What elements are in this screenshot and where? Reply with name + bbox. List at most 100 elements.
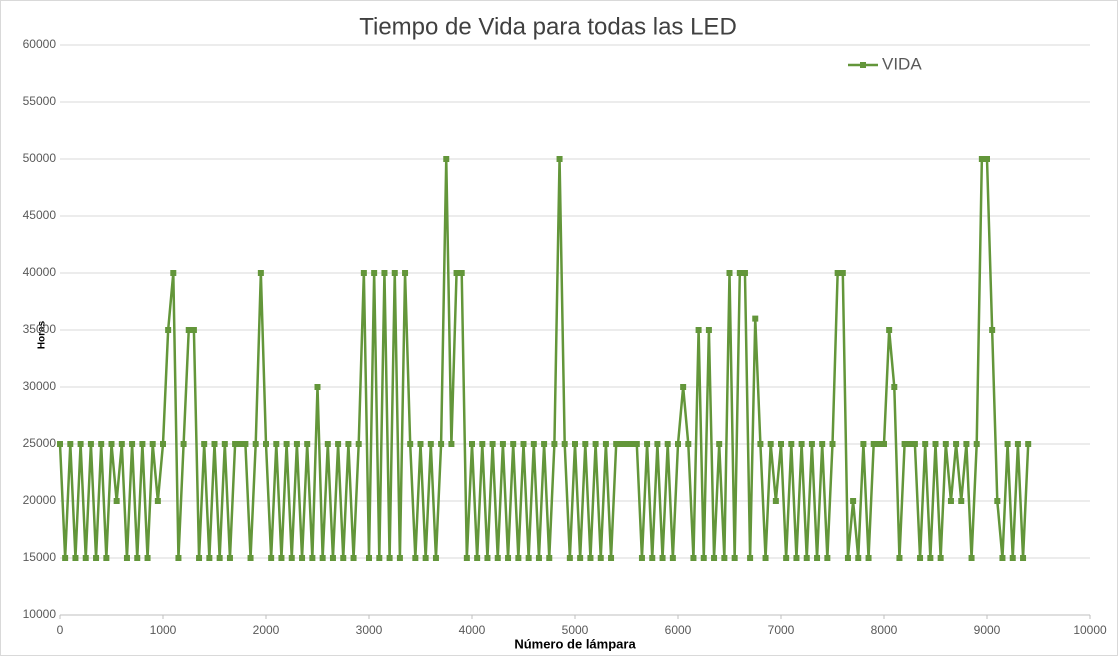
x-tick-label: 6000 (665, 623, 692, 637)
marker (175, 555, 182, 561)
marker (947, 498, 954, 504)
marker (881, 441, 887, 447)
x-tick-label: 8000 (871, 623, 898, 637)
marker (453, 270, 460, 276)
marker (834, 270, 841, 276)
marker (57, 441, 63, 447)
marker (319, 555, 326, 561)
marker (705, 327, 712, 333)
marker (525, 555, 532, 561)
marker (211, 441, 218, 447)
marker (87, 441, 94, 447)
marker (1009, 555, 1016, 561)
y-tick-label: 55000 (23, 94, 57, 108)
marker (484, 555, 491, 561)
marker (535, 555, 542, 561)
marker (407, 441, 414, 447)
marker (839, 270, 846, 276)
marker (93, 555, 100, 561)
marker (927, 555, 934, 561)
marker (309, 555, 316, 561)
marker (129, 441, 136, 447)
marker (154, 498, 161, 504)
marker (371, 270, 378, 276)
marker (798, 441, 805, 447)
marker (62, 555, 69, 561)
x-tick-label: 9000 (974, 623, 1001, 637)
marker (165, 327, 172, 333)
marker (350, 555, 357, 561)
marker (829, 441, 836, 447)
x-tick-label: 3000 (356, 623, 383, 637)
marker (479, 441, 486, 447)
marker (752, 315, 759, 322)
marker (736, 270, 743, 276)
marker (942, 441, 949, 447)
marker (77, 441, 84, 447)
marker (469, 441, 475, 447)
marker (530, 441, 537, 447)
marker (232, 441, 239, 447)
marker (520, 441, 527, 447)
marker (556, 156, 563, 162)
y-tick-label: 25000 (23, 436, 57, 450)
marker (1014, 441, 1021, 447)
marker (685, 441, 692, 447)
marker (932, 441, 939, 447)
y-tick-label: 40000 (23, 265, 57, 279)
marker (72, 555, 79, 561)
marker (515, 555, 522, 561)
marker (778, 441, 784, 447)
marker (144, 555, 151, 561)
marker (160, 441, 166, 447)
marker (494, 555, 501, 561)
marker (721, 555, 728, 561)
marker (793, 555, 800, 561)
x-tick-label: 2000 (253, 623, 280, 637)
marker (196, 555, 203, 561)
marker (463, 555, 470, 561)
marker (304, 441, 311, 447)
marker (98, 441, 105, 447)
marker (299, 555, 306, 561)
marker (711, 555, 718, 561)
x-tick-label: 0 (57, 623, 64, 637)
marker (206, 555, 213, 561)
marker (268, 555, 275, 561)
marker (989, 327, 996, 333)
marker (824, 555, 831, 561)
marker (82, 555, 89, 561)
legend-marker (860, 62, 866, 68)
marker (788, 441, 795, 447)
marker (819, 441, 826, 447)
marker (844, 555, 851, 561)
marker (499, 441, 506, 447)
marker (103, 555, 110, 561)
marker (963, 441, 970, 447)
x-tick-label: 10000 (1073, 623, 1107, 637)
marker (669, 555, 676, 561)
marker (505, 555, 512, 561)
y-tick-label: 60000 (23, 37, 57, 51)
legend-label: VIDA (882, 54, 922, 73)
marker (680, 384, 687, 390)
marker (700, 555, 707, 561)
marker (443, 156, 450, 162)
marker (278, 555, 285, 561)
x-tick-label: 7000 (768, 623, 795, 637)
marker (675, 441, 681, 447)
marker (767, 441, 774, 447)
y-tick-label: 20000 (23, 493, 57, 507)
marker (489, 441, 496, 447)
marker (427, 441, 434, 447)
marker (772, 498, 779, 504)
marker (654, 441, 661, 447)
marker (551, 441, 558, 447)
marker (252, 441, 259, 447)
marker (190, 327, 197, 333)
marker (376, 555, 383, 561)
marker (185, 327, 192, 333)
marker (747, 555, 754, 561)
y-tick-label: 45000 (23, 208, 57, 222)
